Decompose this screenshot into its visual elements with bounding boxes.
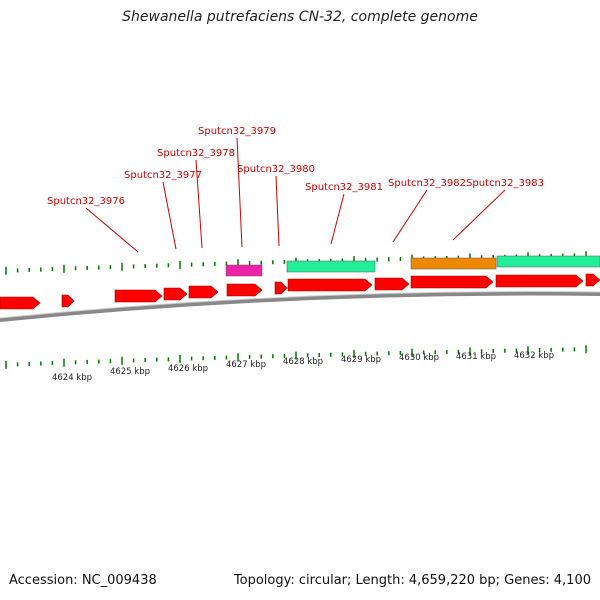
gene-label: Sputcn32_3982 — [388, 178, 466, 189]
feature-bar-green — [286, 260, 376, 273]
kbp-tick-label: 4631 kbp — [456, 352, 496, 362]
kbp-tick-label: 4627 kbp — [226, 360, 266, 370]
cds-arrow — [188, 285, 219, 299]
gene-label: Sputcn32_3983 — [466, 178, 544, 189]
gene-label: Sputcn32_3979 — [198, 126, 276, 137]
cds-arrow — [495, 274, 584, 288]
cds-arrow — [0, 296, 41, 310]
cds-arrow — [410, 275, 494, 289]
map-title: Shewanella putrefaciens CN-32, complete … — [122, 9, 478, 25]
feature-bar-green — [496, 255, 600, 268]
cds-arrow — [585, 273, 600, 287]
cds-arrow — [226, 283, 263, 297]
gene-label-leader — [195, 159, 203, 249]
cds-arrow — [287, 278, 373, 292]
kbp-tick-label: 4629 kbp — [341, 355, 381, 365]
accession-text: Accession: NC_009438 — [9, 573, 157, 588]
kbp-tick-label: 4628 kbp — [283, 357, 323, 367]
cds-arrow — [274, 281, 288, 295]
gene-label-leader — [85, 207, 139, 253]
kbp-tick-label: 4626 kbp — [168, 364, 208, 374]
gene-label-leader — [236, 137, 243, 248]
kbp-tick-label: 4624 kbp — [52, 373, 92, 383]
genome-backbone — [0, 291, 600, 322]
kbp-tick-label: 4625 kbp — [110, 367, 150, 377]
genome-summary-text: Topology: circular; Length: 4,659,220 bp… — [233, 573, 591, 588]
gene-label-leader — [162, 181, 177, 250]
gene-label: Sputcn32_3976 — [47, 196, 125, 207]
cds-arrow — [374, 277, 410, 291]
gene-label-leader — [330, 193, 345, 245]
cds-arrow — [114, 289, 163, 303]
feature-bar-magenta — [225, 264, 263, 277]
gene-label-leader — [392, 189, 428, 243]
kbp-tick-label: 4630 kbp — [399, 353, 439, 363]
gene-label: Sputcn32_3980 — [237, 164, 315, 175]
gene-label-leader — [452, 189, 506, 241]
gene-label: Sputcn32_3981 — [305, 182, 383, 193]
gene-label: Sputcn32_3978 — [157, 148, 235, 159]
feature-bar-orange — [410, 257, 497, 270]
cds-arrow — [61, 294, 75, 308]
genome-backbone-highlight — [0, 291, 600, 319]
gene-label: Sputcn32_3977 — [124, 170, 202, 181]
kbp-tick-label: 4632 kbp — [514, 351, 554, 361]
cds-arrow — [163, 287, 188, 301]
gene-label-leader — [275, 175, 280, 247]
